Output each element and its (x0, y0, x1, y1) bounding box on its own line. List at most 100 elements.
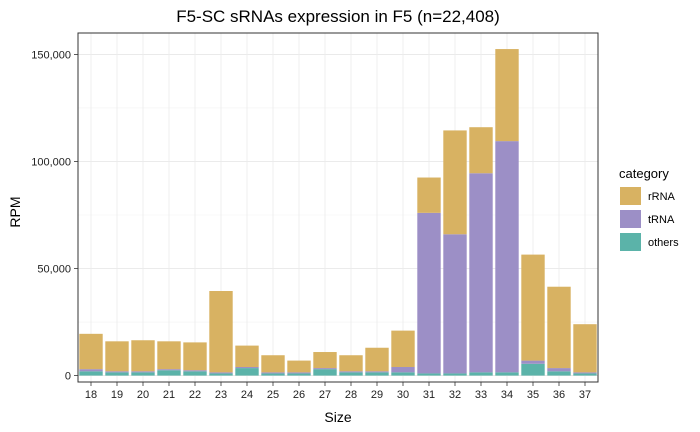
bar-tRNA-24 (235, 367, 259, 369)
bar-tRNA-26 (287, 372, 311, 374)
bar-rRNA-36 (547, 286, 571, 369)
bar-tRNA-31 (417, 212, 441, 374)
bar-tRNA-19 (105, 371, 129, 373)
bar-tRNA-23 (209, 372, 233, 374)
legend-label-tRNA: tRNA (648, 214, 675, 226)
bar-tRNA-29 (365, 371, 389, 373)
legend-title: category (619, 166, 669, 181)
bar-others-26 (287, 373, 311, 376)
bar-others-19 (105, 372, 129, 376)
bar-tRNA-32 (443, 234, 467, 374)
x-tick-label: 23 (215, 389, 227, 401)
bar-rRNA-33 (469, 127, 493, 174)
bar-others-21 (157, 370, 181, 376)
bar-rRNA-21 (157, 341, 181, 370)
x-tick-label: 37 (579, 389, 591, 401)
bar-rRNA-29 (365, 347, 389, 372)
bar-others-20 (131, 372, 155, 376)
x-tick-label: 31 (423, 389, 435, 401)
x-tick-label: 18 (85, 389, 97, 401)
y-tick-label: 50,000 (37, 264, 71, 276)
x-tick-label: 29 (371, 389, 383, 401)
bar-tRNA-35 (521, 360, 545, 364)
x-tick-label: 28 (345, 389, 357, 401)
legend-label-others: others (648, 237, 679, 249)
legend-swatch-others (620, 233, 641, 251)
bar-rRNA-20 (131, 340, 155, 372)
bar-others-27 (313, 369, 337, 376)
x-tick-label: 35 (527, 389, 539, 401)
bar-others-33 (469, 372, 493, 376)
bar-tRNA-30 (391, 367, 415, 373)
bar-tRNA-21 (157, 369, 181, 371)
bar-others-32 (443, 373, 467, 376)
bar-tRNA-20 (131, 371, 155, 373)
bar-rRNA-35 (521, 254, 545, 361)
bar-tRNA-36 (547, 368, 571, 372)
bar-tRNA-34 (495, 141, 519, 373)
x-tick-label: 25 (267, 389, 279, 401)
x-tick-label: 27 (319, 389, 331, 401)
bar-tRNA-27 (313, 368, 337, 370)
y-axis-title: RPM (7, 196, 23, 227)
legend: category rRNA tRNA others (619, 166, 679, 251)
y-tick-label: 0 (65, 371, 71, 383)
x-tick-label: 24 (241, 389, 253, 401)
legend-swatch-rRNA (620, 187, 641, 205)
x-tick-label: 22 (189, 389, 201, 401)
bar-rRNA-19 (105, 341, 129, 372)
bar-rRNA-24 (235, 345, 259, 368)
bar-tRNA-37 (573, 372, 597, 374)
bar-others-37 (573, 373, 597, 376)
x-tick-label: 20 (137, 389, 149, 401)
bar-rRNA-23 (209, 291, 233, 373)
plot-area: 0 50,000 100,000 150,000 18 19 20 21 22 23 24 25 26 2… (31, 32, 599, 401)
bar-rRNA-37 (573, 324, 597, 373)
x-tick-label: 19 (111, 389, 123, 401)
bar-tRNA-33 (469, 173, 493, 373)
x-tick-label: 34 (501, 389, 513, 401)
x-tick-label: 26 (293, 389, 305, 401)
plot-border (77, 32, 599, 383)
x-axis-title: Size (324, 409, 351, 425)
bar-rRNA-18 (79, 333, 103, 370)
bar-others-35 (521, 363, 545, 376)
bar-rRNA-22 (183, 342, 207, 371)
bar-others-23 (209, 373, 233, 376)
bar-rRNA-26 (287, 360, 311, 373)
bar-others-34 (495, 372, 519, 376)
x-tick-label: 32 (449, 389, 461, 401)
bar-rRNA-34 (495, 49, 519, 142)
bar-rRNA-28 (339, 355, 363, 372)
x-tick-label: 30 (397, 389, 409, 401)
bar-others-31 (417, 373, 441, 376)
bar-others-36 (547, 371, 571, 376)
bar-tRNA-22 (183, 370, 207, 372)
bar-others-24 (235, 368, 259, 376)
bar-rRNA-27 (313, 352, 337, 369)
bar-tRNA-25 (261, 372, 285, 374)
bar-rRNA-31 (417, 177, 441, 213)
x-tick-label: 33 (475, 389, 487, 401)
bar-others-30 (391, 372, 415, 376)
legend-swatch-tRNA (620, 210, 641, 228)
bar-rRNA-32 (443, 130, 467, 235)
bar-tRNA-18 (79, 369, 103, 372)
bar-rRNA-30 (391, 330, 415, 368)
bar-others-29 (365, 372, 389, 376)
y-tick-label: 100,000 (31, 156, 71, 168)
bar-others-25 (261, 373, 285, 376)
x-tick-label: 36 (553, 389, 565, 401)
chart-title: F5-SC sRNAs expression in F5 (n=22,408) (176, 7, 500, 26)
bar-rRNA-25 (261, 355, 285, 373)
bar-others-22 (183, 371, 207, 376)
legend-items: rRNA tRNA others (620, 187, 679, 251)
bar-others-28 (339, 372, 363, 376)
plot-background (78, 33, 598, 382)
bar-tRNA-28 (339, 371, 363, 373)
x-tick-label: 21 (163, 389, 175, 401)
legend-label-rRNA: rRNA (648, 191, 676, 203)
y-tick-label: 150,000 (31, 49, 71, 61)
bar-others-18 (79, 371, 103, 376)
